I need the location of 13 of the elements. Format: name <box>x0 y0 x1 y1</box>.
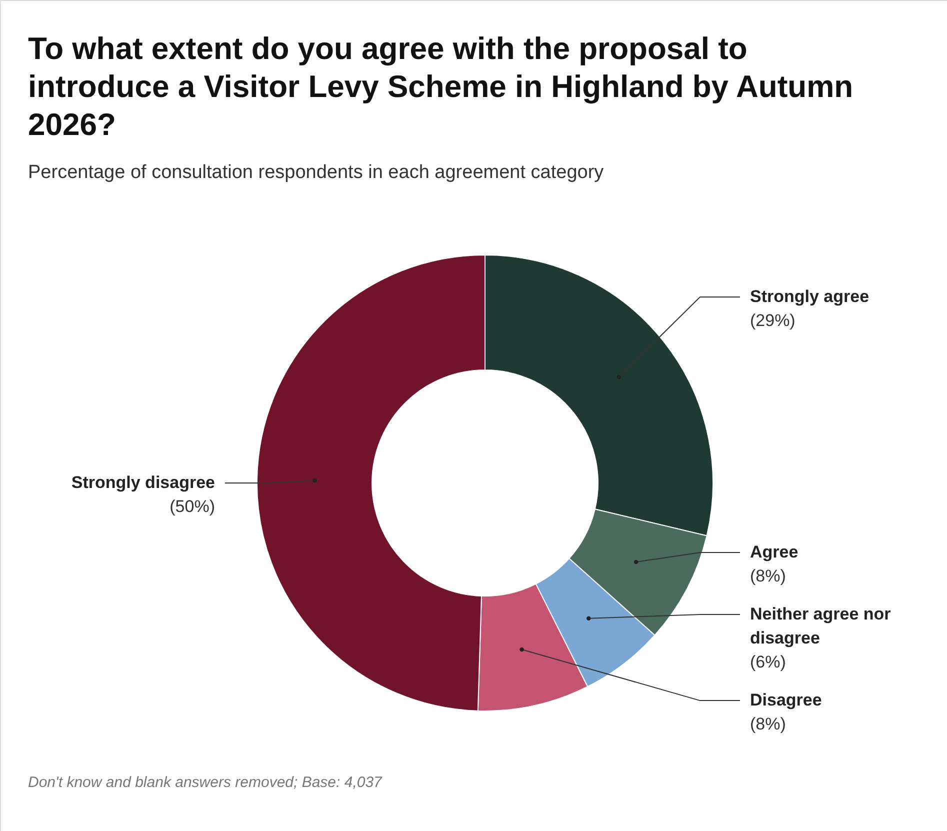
data-label: (6%) <box>750 652 786 672</box>
slice-label: Disagree <box>750 690 822 710</box>
data-label: (29%) <box>750 310 796 330</box>
data-label: (50%) <box>170 497 215 516</box>
chart-title: To what extent do you agree with the proposal to introduce a Visitor Levy Scheme in Highland by Autumn 2026? <box>28 31 854 142</box>
slice-label: Agree <box>750 542 798 562</box>
slice-label: Neither agree nor disagree <box>750 604 892 648</box>
chart-subtitle: Percentage of consultation respondents in each agreement category <box>28 162 604 183</box>
data-label: (8%) <box>750 566 786 586</box>
slice-label: Strongly disagree <box>71 473 215 492</box>
data-label: (8%) <box>750 714 786 734</box>
slice-label: Strongly agree <box>750 286 870 306</box>
text: Don't know and blank answers removed; Base: 4,037 <box>28 774 383 791</box>
